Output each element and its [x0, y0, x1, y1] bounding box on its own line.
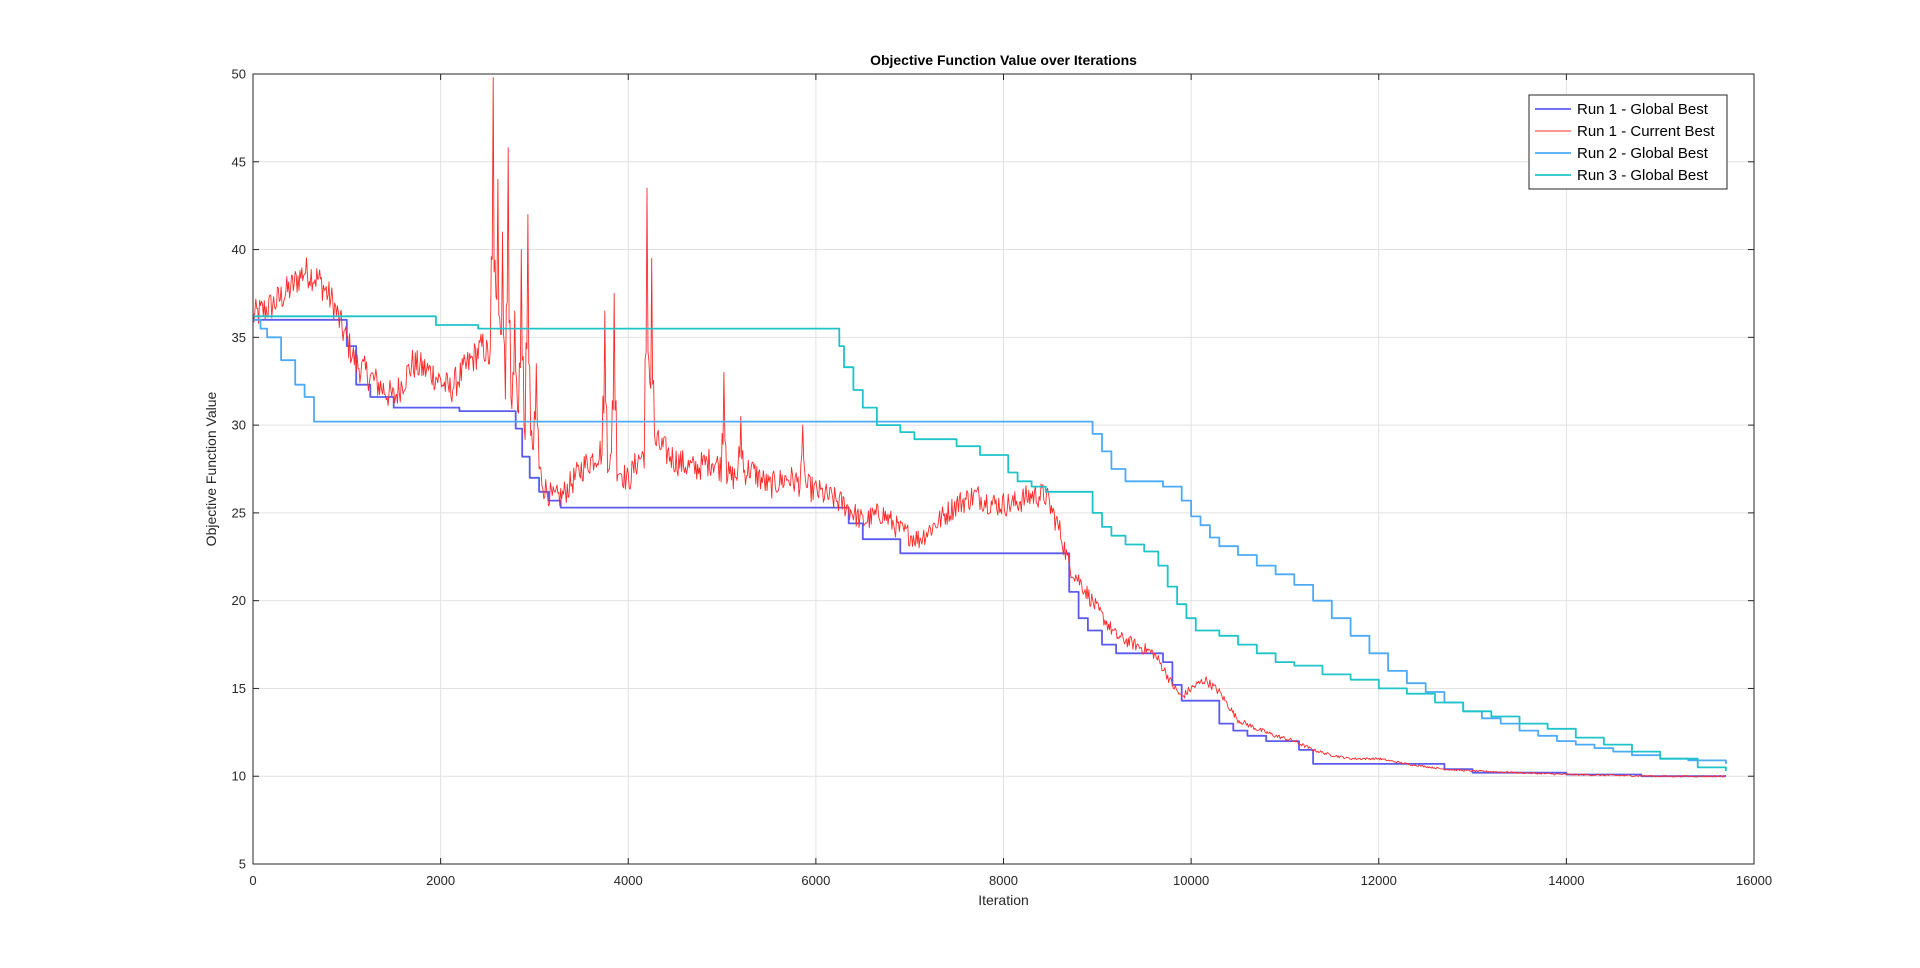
- legend-box: [1528, 94, 1728, 190]
- x-tick-label: 4000: [614, 873, 643, 888]
- x-axis-label: Iteration: [978, 892, 1029, 908]
- y-tick-label: 20: [232, 593, 246, 608]
- legend-label-run-3-global-best: Run 3 - Global Best: [1577, 167, 1709, 184]
- y-tick-label: 25: [232, 505, 246, 520]
- y-tick-label: 15: [232, 681, 246, 696]
- y-tick-label: 5: [239, 857, 246, 872]
- series-line-run-1-current-best: [252, 77, 1726, 778]
- x-tick-label: 2000: [426, 873, 455, 888]
- y-axis-label: Objective Function Value: [203, 391, 219, 546]
- x-tick-label: 0: [249, 873, 256, 888]
- x-tick-label: 10000: [1173, 873, 1209, 888]
- legend-label-run-2-global-best: Run 2 - Global Best: [1577, 145, 1709, 162]
- legend-label-run-1-current-best: Run 1 - Current Best: [1577, 123, 1715, 140]
- series-line-run-1-global-best: [253, 318, 1726, 778]
- y-tick-label: 40: [232, 242, 246, 257]
- series-line-run-2-global-best: [253, 318, 1727, 764]
- y-tick-label: 45: [232, 154, 246, 169]
- x-tick-label: 12000: [1361, 873, 1397, 888]
- y-tick-label: 30: [232, 418, 246, 433]
- series-line-run-3-global-best: [253, 315, 1727, 771]
- x-tick-label: 8000: [989, 873, 1018, 888]
- y-tick-label: 35: [232, 330, 246, 345]
- x-tick-label: 6000: [801, 873, 830, 888]
- y-tick-label: 50: [232, 67, 246, 82]
- x-tick-label: 14000: [1548, 873, 1584, 888]
- chart-title: Objective Function Value over Iterations: [870, 52, 1137, 68]
- x-tick-label: 16000: [1736, 873, 1772, 888]
- legend-label-run-1-global-best: Run 1 - Global Best: [1577, 101, 1709, 118]
- y-tick-label: 10: [232, 769, 246, 784]
- legend: Run 1 - Global Best Run 1 - Current Best R…: [1528, 94, 1728, 190]
